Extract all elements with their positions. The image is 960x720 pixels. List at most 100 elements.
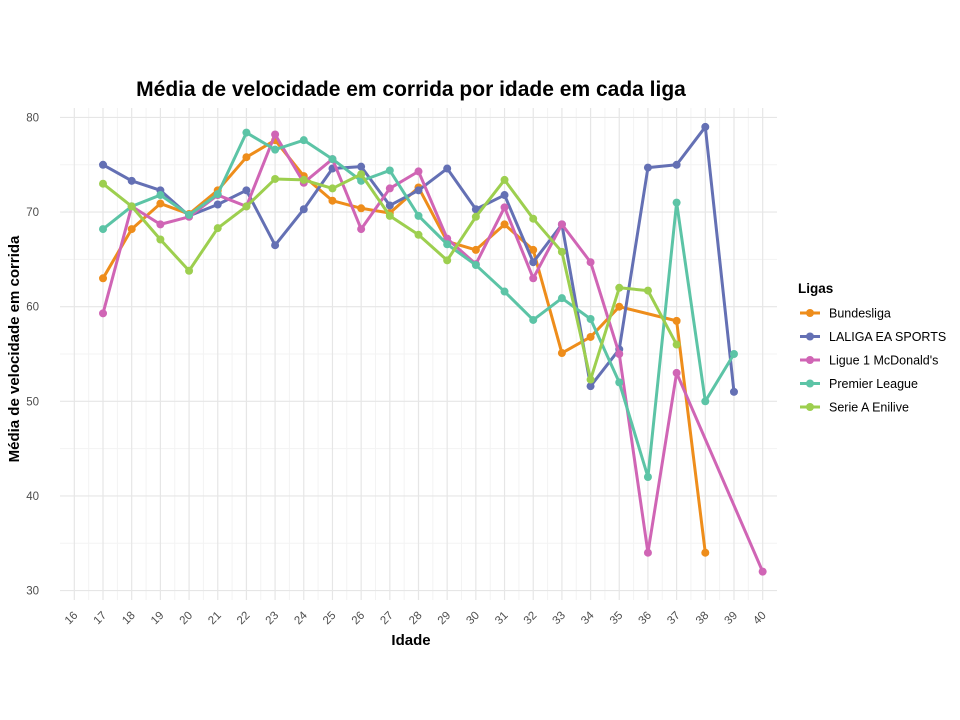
data-point xyxy=(385,166,394,175)
x-tick-label: 37 xyxy=(665,610,683,628)
data-point xyxy=(328,184,337,193)
y-tick-label: 30 xyxy=(26,586,39,598)
legend-key-point xyxy=(806,332,814,341)
series-lines xyxy=(99,122,767,576)
data-point xyxy=(127,176,136,185)
data-point xyxy=(271,174,280,183)
x-tick-label: 35 xyxy=(608,610,626,628)
data-point xyxy=(701,122,710,131)
data-point xyxy=(500,203,509,212)
x-tick-label: 17 xyxy=(92,610,110,628)
legend-key-point xyxy=(806,379,814,388)
x-tick-label: 32 xyxy=(522,610,540,628)
data-point xyxy=(529,258,538,267)
data-point xyxy=(529,214,538,223)
x-tick-label: 36 xyxy=(637,610,655,628)
x-tick-label: 18 xyxy=(120,610,138,628)
x-tick-label: 33 xyxy=(550,610,568,628)
data-point xyxy=(529,274,538,283)
data-point xyxy=(701,548,710,557)
data-point xyxy=(242,186,251,195)
axis-ticks: 30 40 50 60 70 80 16 17 18 19 20 21 22 23 24 25 26 27 28 29… xyxy=(26,112,769,627)
legend-label: Serie A Enilive xyxy=(829,401,909,415)
legend-item: LALIGA EA SPORTS xyxy=(800,330,946,344)
x-tick-label: 25 xyxy=(321,610,339,628)
data-point xyxy=(615,350,624,358)
series-group xyxy=(99,170,681,384)
x-tick-label: 26 xyxy=(350,610,368,628)
chart-title: Média de velocidade em corrida por idade… xyxy=(136,78,686,101)
legend: Ligas Bundesliga LALIGA EA SPORTS Ligue 1 … xyxy=(798,281,946,415)
data-point xyxy=(299,205,308,214)
data-point xyxy=(271,130,280,139)
x-tick-label: 23 xyxy=(264,610,282,628)
data-point xyxy=(271,145,280,154)
data-point xyxy=(729,350,738,358)
legend-item: Ligue 1 McDonald's xyxy=(800,354,938,368)
x-tick-label: 27 xyxy=(378,610,396,628)
data-point xyxy=(557,247,566,256)
data-point xyxy=(672,340,681,349)
data-point xyxy=(185,210,194,219)
legend-label: LALIGA EA SPORTS xyxy=(829,330,946,344)
data-point xyxy=(156,235,165,244)
data-point xyxy=(185,266,194,275)
data-point xyxy=(586,258,595,267)
legend-key-point xyxy=(806,309,814,317)
data-point xyxy=(242,202,251,211)
data-point xyxy=(643,548,652,557)
data-point xyxy=(213,200,222,209)
x-tick-label: 34 xyxy=(579,609,597,627)
data-point xyxy=(557,349,566,358)
legend-label: Ligue 1 McDonald's xyxy=(829,354,938,368)
legend-title: Ligas xyxy=(798,281,833,296)
x-axis-title: Idade xyxy=(391,632,430,649)
legend-key-point xyxy=(806,356,814,364)
data-point xyxy=(99,309,108,318)
data-point xyxy=(385,211,394,220)
data-point xyxy=(500,287,509,296)
data-point xyxy=(672,160,681,169)
data-point xyxy=(357,170,366,179)
x-tick-label: 31 xyxy=(493,610,511,628)
data-point xyxy=(242,128,251,137)
grid xyxy=(60,108,777,600)
data-point xyxy=(99,160,108,169)
data-point xyxy=(357,225,366,234)
data-point xyxy=(471,212,480,221)
y-axis-title: Média de velocidade em corrida xyxy=(6,235,23,462)
data-point xyxy=(500,191,509,200)
data-point xyxy=(500,220,509,229)
data-point xyxy=(643,286,652,295)
data-point xyxy=(385,184,394,193)
data-point xyxy=(443,240,452,249)
data-point xyxy=(615,302,624,311)
data-point xyxy=(586,375,595,384)
x-tick-label: 29 xyxy=(436,610,454,628)
data-point xyxy=(557,294,566,303)
x-tick-label: 21 xyxy=(206,610,224,628)
y-tick-label: 80 xyxy=(26,112,39,124)
data-point xyxy=(414,211,423,220)
data-point xyxy=(672,368,681,377)
data-point xyxy=(271,241,280,250)
data-point xyxy=(643,163,652,172)
y-tick-label: 70 xyxy=(26,207,39,219)
data-point xyxy=(299,136,308,145)
data-point xyxy=(529,315,538,324)
data-point xyxy=(586,382,595,391)
data-point xyxy=(99,274,108,283)
data-point xyxy=(643,473,652,481)
data-point xyxy=(328,196,337,205)
data-point xyxy=(414,167,423,176)
legend-item: Serie A Enilive xyxy=(800,401,909,415)
x-tick-label: 19 xyxy=(149,610,167,628)
legend-label: Bundesliga xyxy=(829,307,891,321)
y-tick-label: 50 xyxy=(26,396,39,408)
series-group xyxy=(99,128,738,481)
data-point xyxy=(156,220,165,229)
x-tick-label: 22 xyxy=(235,610,253,628)
data-point xyxy=(213,224,222,233)
